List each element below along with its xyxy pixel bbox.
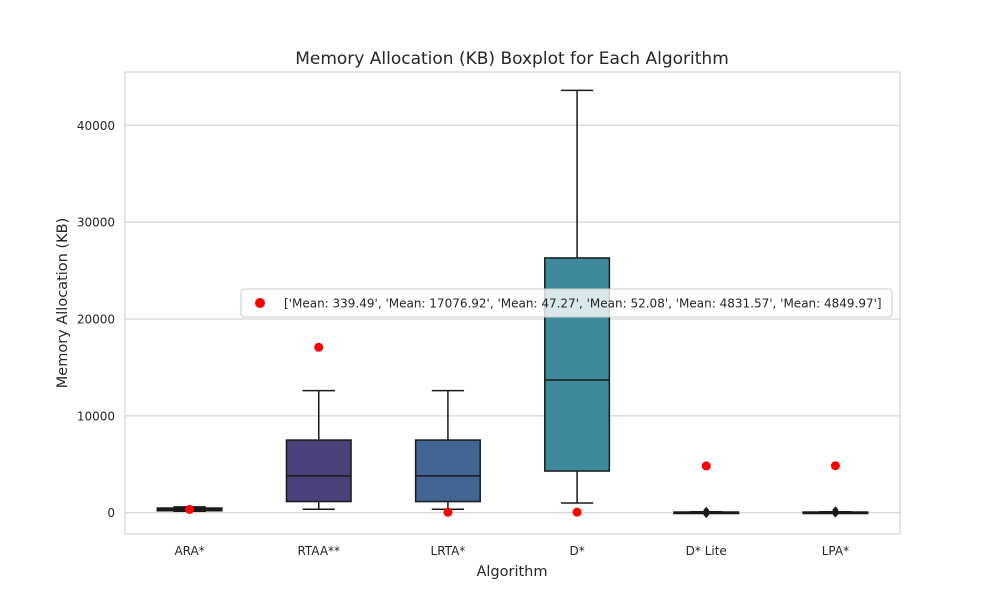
- x-tick-label: ARA*: [174, 544, 204, 558]
- y-tick-label: 10000: [77, 409, 115, 423]
- legend-frame: [240, 288, 893, 318]
- mean-layer: [185, 342, 840, 517]
- mean-marker: [830, 461, 840, 471]
- y-tick-label: 0: [107, 506, 115, 520]
- legend: ['Mean: 339.49', 'Mean: 17076.92', 'Mean…: [240, 288, 893, 318]
- box-body: [285, 439, 352, 503]
- x-tick-label: LRTA*: [431, 544, 466, 558]
- x-tick-label: D* Lite: [686, 544, 727, 558]
- grid-layer: [125, 124, 900, 514]
- x-axis: ARA* RTAA** LRTA* D* D* Lite LPA*: [174, 544, 849, 558]
- box-rtaa-: [285, 389, 352, 511]
- box-d-lite: [673, 506, 740, 519]
- mean-marker: [443, 507, 453, 517]
- legend-label: ['Mean: 339.49', 'Mean: 17076.92', 'Mean…: [284, 297, 882, 311]
- y-axis-label: Memory Allocation (KB): [55, 218, 71, 388]
- mean-marker: [185, 504, 195, 514]
- y-tick-label: 40000: [77, 119, 115, 133]
- box-lpa-: [802, 506, 869, 518]
- x-tick-label: LPA*: [822, 544, 849, 558]
- x-tick-label: RTAA**: [297, 544, 340, 558]
- outlier-point: [832, 506, 839, 514]
- box-body: [414, 439, 481, 503]
- mean-marker: [572, 507, 582, 517]
- legend-marker: [255, 298, 265, 308]
- y-tick-label: 20000: [77, 312, 115, 326]
- y-axis: 0 10000 20000 30000 40000: [77, 119, 115, 520]
- mean-marker: [701, 461, 711, 471]
- y-tick-label: 30000: [77, 216, 115, 230]
- x-axis-label: Algorithm: [476, 564, 547, 580]
- x-tick-label: D*: [569, 544, 584, 558]
- mean-marker: [314, 342, 324, 352]
- outlier-point: [703, 506, 710, 514]
- chart-title: Memory Allocation (KB) Boxplot for Each …: [295, 49, 729, 69]
